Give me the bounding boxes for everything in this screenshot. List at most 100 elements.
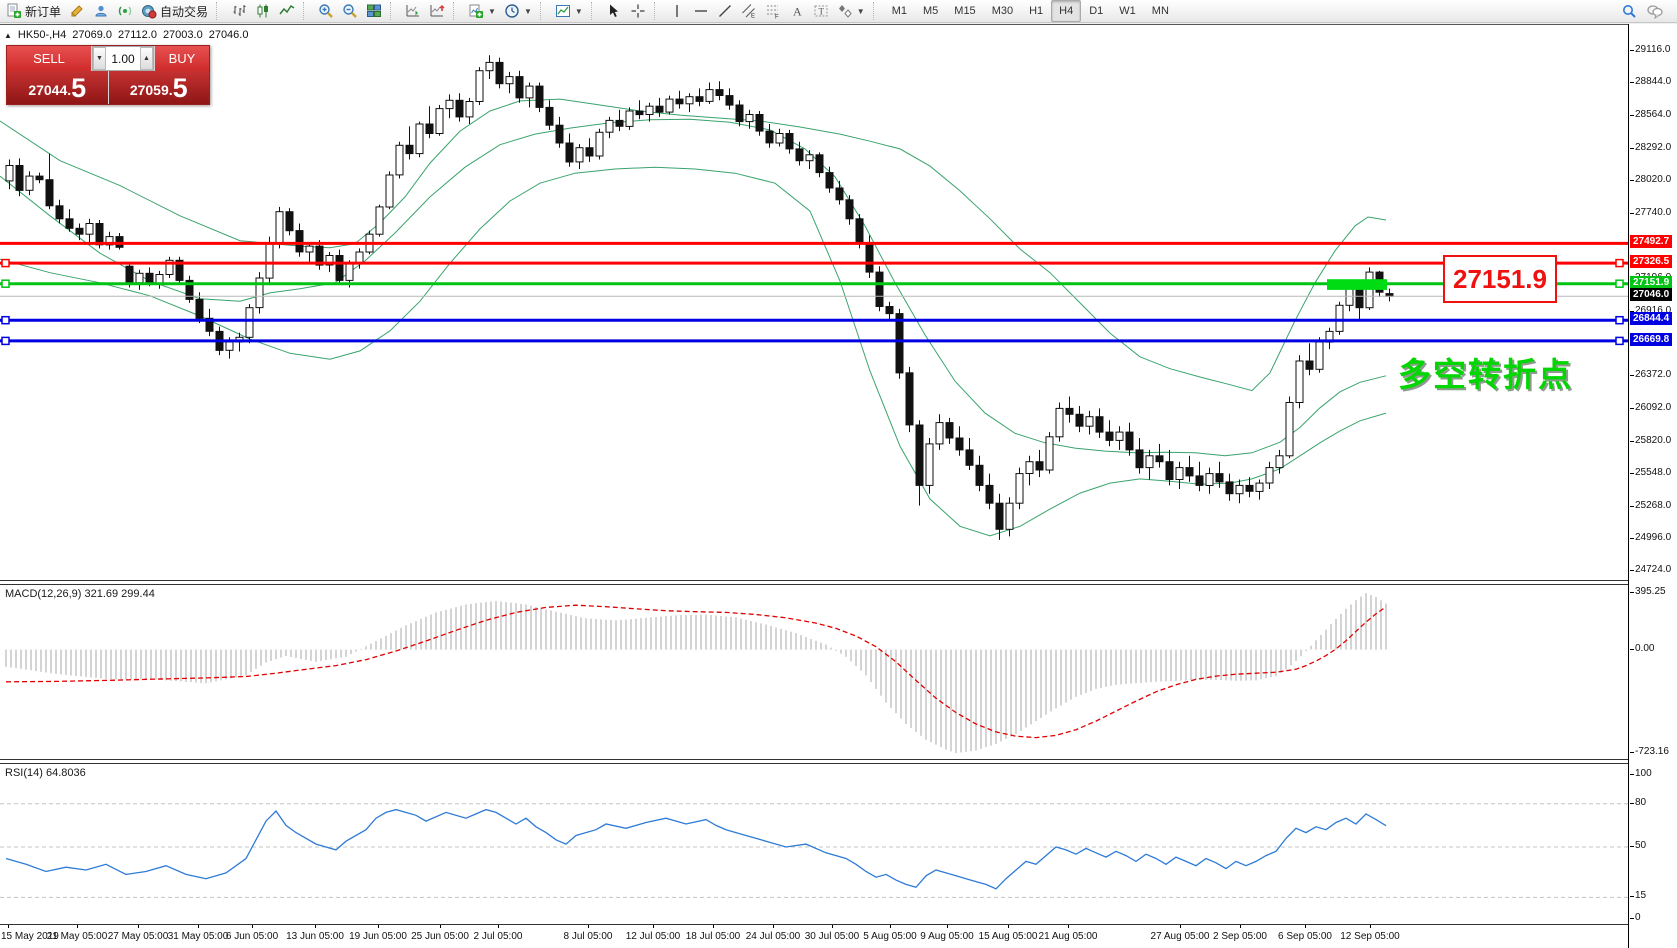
highlight-zone[interactable] [1327, 279, 1387, 290]
new-order-button[interactable]: 新订单 [2, 0, 65, 22]
time-tick [1180, 925, 1181, 928]
toolbar-separator [590, 2, 599, 20]
periods-menu-button[interactable]: ▼ [500, 0, 536, 22]
auto-scroll-button[interactable] [401, 0, 425, 22]
time-label: 9 Aug 05:00 [920, 931, 974, 942]
timeframe-h4-button[interactable]: H4 [1051, 0, 1082, 22]
timeframe-mn-button[interactable]: MN [1151, 5, 1169, 17]
main-chart-panel[interactable]: ▲ HK50-,H4 27069.0 27112.0 27003.0 27046… [0, 24, 1628, 581]
time-tick [1008, 925, 1009, 928]
price-tick: 25268.0 [1629, 499, 1672, 511]
timeframe-m30-button[interactable]: M30 [991, 5, 1014, 17]
zoom-in-button[interactable] [314, 0, 338, 22]
time-tick [713, 925, 714, 928]
timeframe-h1-button[interactable]: H1 [1029, 5, 1044, 17]
sell-button[interactable]: SELL [7, 46, 91, 71]
fibonacci-tool-button[interactable]: F [761, 0, 785, 22]
arrows-tool-button[interactable]: ▼ [833, 0, 869, 22]
volume-decrease-button[interactable]: ▼ [93, 47, 106, 70]
line-chart-mode-button[interactable] [275, 0, 299, 22]
time-label: 15 May 2019 [1, 931, 59, 942]
bar-chart-mode-button[interactable] [227, 0, 251, 22]
timeframe-m15-button[interactable]: M15 [954, 5, 976, 17]
collapse-icon[interactable]: ▲ [4, 30, 12, 40]
text-tool-button[interactable]: A [785, 0, 809, 22]
rsi-tick: 15 [1629, 890, 1647, 902]
macd-tick: 0.00 [1629, 642, 1655, 654]
indicators-icon [468, 3, 484, 19]
search-icon[interactable] [1621, 3, 1637, 19]
line-anchor[interactable] [1, 258, 10, 268]
sell-price[interactable]: 27044. 5 [7, 71, 108, 104]
line-anchor[interactable] [1, 315, 10, 325]
rsi-panel[interactable]: RSI(14) 64.8036 [0, 763, 1628, 925]
time-label: 21 Aug 05:00 [1038, 931, 1098, 942]
buy-button[interactable]: BUY [155, 46, 209, 71]
rsi-tick: 50 [1629, 840, 1647, 851]
vertical-line-tool-button[interactable] [665, 0, 689, 22]
time-tick [832, 925, 833, 928]
zoom-out-button[interactable] [338, 0, 362, 22]
price-callout-box[interactable]: 27151.9 [1443, 255, 1557, 303]
time-label: 19 Jun 05:00 [349, 931, 407, 942]
timeframe-m5-button[interactable]: M5 [923, 5, 939, 17]
bars-icon [231, 3, 247, 19]
time-label: 21 May 05:00 [46, 931, 108, 942]
price-tick: 24996.0 [1629, 532, 1672, 544]
timeframe-d1-button[interactable]: D1 [1089, 5, 1104, 17]
auto-trading-button[interactable]: 自动交易 [137, 0, 212, 22]
timeframe-m1-button[interactable]: M1 [891, 5, 907, 17]
chartshift-icon [429, 3, 445, 19]
line-anchor[interactable] [1615, 336, 1624, 346]
chart-shift-button[interactable] [425, 0, 449, 22]
time-tick [440, 925, 441, 928]
price-scale[interactable]: 29116.0 28844.0 28564.0 28292.0 28020.0 27740… [1628, 24, 1677, 948]
indicators-menu-button[interactable]: ▼ [464, 0, 500, 22]
volume-input[interactable]: 1.00 [111, 51, 135, 66]
turning-point-note: 多空转折点 [1398, 356, 1573, 393]
crosshair-tool-button[interactable] [626, 0, 650, 22]
trendline-tool-button[interactable] [713, 0, 737, 22]
time-tick [77, 925, 78, 928]
signals-button[interactable] [113, 0, 137, 22]
horizontal-line-tool-button[interactable] [689, 0, 713, 22]
time-label: 27 May 05:00 [107, 931, 169, 942]
time-axis[interactable]: 15 May 2019 21 May 05:00 27 May 05:00 31 Ma… [0, 925, 1628, 948]
zoomout-icon [342, 3, 358, 19]
timeframe-w1-button[interactable]: W1 [1119, 5, 1136, 17]
line-anchor[interactable] [1, 279, 10, 288]
toolbar-separator [390, 2, 398, 20]
chart-profile-button[interactable] [65, 0, 89, 22]
price-tick: 26092.0 [1629, 402, 1672, 414]
candle-chart-mode-button[interactable] [251, 0, 275, 22]
zoomin-icon [318, 3, 334, 19]
line-anchor[interactable] [1, 336, 10, 346]
mql5-community-button[interactable] [89, 0, 113, 22]
templates-menu-button[interactable]: ▼ [551, 0, 587, 22]
time-tick [947, 925, 948, 928]
cursor-tool-button[interactable] [602, 0, 626, 22]
price-tick: 26916.0 [1629, 304, 1672, 316]
candlestick-series [5, 55, 1394, 540]
time-label: 27 Aug 05:00 [1150, 931, 1210, 942]
price-tick: 25820.0 [1629, 434, 1672, 446]
bollinger-lower-band [0, 166, 1387, 537]
level-price-tag: 27492.7 [1630, 235, 1673, 249]
time-tick [1068, 925, 1069, 928]
line-anchor[interactable] [1615, 258, 1624, 268]
time-label: 2 Jul 05:00 [473, 931, 523, 942]
chevron-down-icon: ▼ [488, 6, 496, 16]
profile-icon [69, 3, 85, 19]
line-anchor[interactable] [1615, 315, 1624, 325]
rsi-tick: 80 [1629, 796, 1647, 808]
volume-increase-button[interactable]: ▲ [140, 47, 153, 70]
buy-price[interactable]: 27059. 5 [108, 71, 209, 104]
bollinger-middle-band [0, 118, 1387, 457]
chat-icon[interactable] [1647, 3, 1663, 20]
arrange-windows-button[interactable] [362, 0, 386, 22]
text-label-tool-button[interactable]: T [809, 0, 833, 22]
equidistant-channel-tool-button[interactable]: E [737, 0, 761, 22]
time-tick [315, 925, 316, 928]
line-anchor[interactable] [1615, 279, 1624, 288]
macd-panel[interactable]: MACD(12,26,9) 321.69 299.44 [0, 584, 1628, 760]
